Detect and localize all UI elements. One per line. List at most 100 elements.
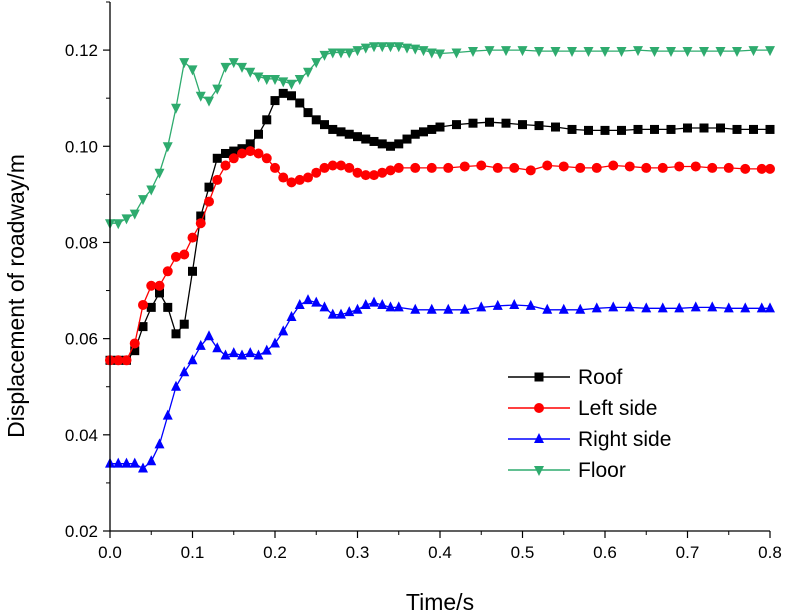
data-point-roof [485, 117, 494, 127]
data-point-floor [426, 48, 437, 59]
data-point-left-side [253, 148, 264, 159]
data-point-roof [229, 146, 239, 156]
data-point-left-side [294, 174, 305, 185]
series-floor [105, 42, 775, 230]
data-point-left-side [591, 162, 602, 173]
series-line-left-side [110, 150, 770, 361]
data-point-right-side [377, 298, 388, 309]
data-point-floor [220, 62, 231, 73]
data-point-right-side [509, 298, 520, 309]
data-point-left-side [270, 162, 280, 173]
data-point-floor [501, 46, 511, 57]
data-point-left-side [509, 162, 520, 173]
data-point-roof [361, 134, 371, 144]
x-tick-label: 0.2 [263, 543, 287, 562]
axes-layer: 0.0 0.1 0.2 0.3 0.4 0.5 0.6 0.7 0.8 0.02 0.04 0.06 0… [65, 1, 782, 562]
data-point-right-side [336, 308, 346, 319]
data-point-floor [666, 47, 676, 58]
data-point-left-side [525, 165, 536, 176]
data-point-roof [262, 115, 272, 125]
legend-item-left-side: Left side [508, 397, 657, 420]
data-point-roof [146, 302, 156, 312]
data-point-left-side [377, 167, 388, 178]
data-point-roof [402, 134, 412, 144]
data-point-left-side [575, 162, 586, 173]
data-point-floor [748, 46, 759, 57]
data-point-floor [336, 48, 346, 59]
data-point-left-side [121, 355, 132, 366]
data-point-left-side [657, 162, 668, 173]
x-tick-label: 0.3 [346, 543, 370, 562]
data-point-roof [320, 120, 329, 130]
data-point-left-side [492, 162, 503, 173]
data-point-left-side [360, 170, 371, 181]
data-point-left-side [459, 161, 470, 172]
data-point-right-side [327, 308, 338, 319]
data-point-floor [294, 74, 305, 85]
data-point-right-side [228, 347, 239, 358]
data-point-right-side [179, 366, 190, 377]
data-point-roof [328, 124, 338, 134]
data-point-roof [501, 118, 511, 128]
data-point-right-side [212, 342, 223, 353]
y-tick-label: 0.12 [65, 41, 98, 60]
data-point-left-side [410, 162, 421, 173]
data-point-right-side [443, 303, 454, 314]
data-point-floor [187, 65, 198, 76]
data-point-right-side [245, 347, 256, 358]
data-point-right-side [765, 302, 775, 313]
data-point-right-side [270, 337, 280, 348]
data-point-roof [155, 288, 164, 298]
data-point-right-side [476, 301, 487, 312]
data-point-right-side [261, 344, 272, 355]
data-point-left-side [204, 196, 214, 207]
data-point-floor [418, 46, 429, 57]
legend-item-floor: Floor [508, 459, 626, 482]
y-tick-label: 0.04 [65, 426, 98, 445]
data-point-left-side [286, 177, 297, 188]
data-point-floor [327, 48, 338, 59]
data-point-right-side [657, 302, 668, 313]
data-point-right-side [410, 303, 421, 314]
data-point-roof [683, 123, 692, 133]
y-tick-label: 0.02 [65, 522, 98, 541]
data-point-right-side [492, 299, 503, 310]
data-point-floor [146, 185, 157, 196]
data-point-floor [352, 46, 363, 57]
data-point-right-side [138, 462, 148, 473]
data-point-roof [699, 123, 709, 133]
data-point-left-side [336, 160, 346, 171]
x-tick-label: 0.0 [98, 543, 122, 562]
data-point-right-side [542, 303, 553, 314]
data-point-floor [550, 47, 561, 58]
data-point-floor [732, 47, 742, 58]
data-point-right-side [575, 303, 586, 314]
y-tick-label: 0.08 [65, 233, 98, 252]
data-point-floor [179, 58, 190, 69]
data-point-roof [765, 124, 775, 134]
data-point-left-side [476, 160, 487, 171]
data-point-right-side [369, 296, 379, 307]
x-tick-label: 0.5 [511, 543, 535, 562]
data-point-floor [633, 46, 643, 57]
data-point-floor [286, 79, 297, 90]
data-point-left-side [641, 162, 652, 173]
data-point-left-side [765, 163, 775, 174]
data-point-roof [163, 302, 173, 312]
legend-label-left-side: Left side [578, 397, 657, 420]
data-point-right-side [237, 349, 247, 360]
data-point-right-side [121, 457, 132, 468]
data-point-left-side [369, 170, 379, 181]
y-axis-title: Displacement of roadway/m [3, 154, 29, 438]
data-point-roof [221, 148, 230, 158]
data-point-roof [666, 124, 676, 134]
data-point-left-side [707, 162, 718, 173]
data-point-right-side [146, 455, 157, 466]
data-point-left-side [303, 172, 313, 183]
data-point-floor [567, 47, 577, 58]
data-point-roof [617, 125, 626, 135]
data-point-right-side [459, 303, 470, 314]
x-tick-label: 0.8 [758, 543, 782, 562]
data-point-floor [468, 47, 478, 58]
data-point-roof [344, 129, 354, 139]
